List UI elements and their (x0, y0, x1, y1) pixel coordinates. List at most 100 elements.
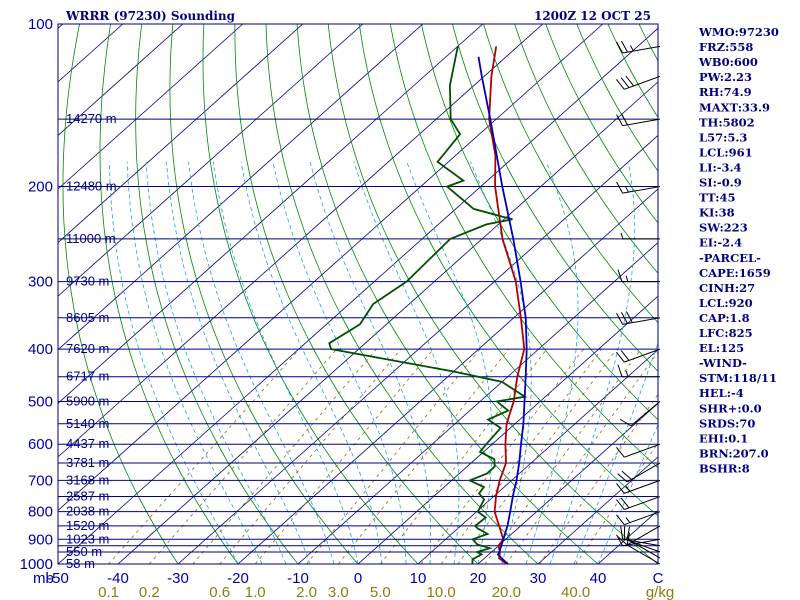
height-label: 5140 m (66, 416, 109, 431)
height-label: 4437 m (66, 436, 109, 451)
mixing-ratio-label: 20.0 (492, 584, 521, 600)
pressure-unit-label: mb (33, 570, 54, 587)
mixing-ratio-label: 0.1 (98, 584, 119, 600)
pressure-label: 700 (28, 472, 53, 489)
height-label: 6717 m (66, 369, 109, 384)
temperature-labels: mb-50 -40 -30 -20 -10 0 10 20 30 40 C (33, 570, 664, 587)
wind-barb-half (629, 45, 634, 52)
isotherm-line (237, 188, 658, 564)
wind-barb (616, 443, 661, 458)
profile-lines (328, 46, 528, 564)
wind-barb-flag (616, 483, 625, 494)
isotherm-line (177, 134, 658, 564)
temperature-label: 40 (590, 570, 607, 587)
dry-adiabat-line (234, 24, 479, 564)
parcel-line (477, 56, 528, 564)
mixing-ratio-line (148, 348, 338, 564)
wind-barb (616, 511, 661, 526)
dry-adiabat-line (483, 24, 658, 324)
mixing-ratio-line (192, 348, 377, 564)
mixing-ratio-unit: g/kg (646, 584, 674, 600)
index-value: -PARCEL- (699, 251, 761, 265)
wind-barb-staff (624, 443, 661, 458)
wind-barb-flag (617, 364, 623, 377)
dry-adiabat-line (545, 24, 658, 224)
mixing-ratio-label: 0.2 (139, 584, 160, 600)
isotherm-line (297, 242, 658, 564)
dry-adiabat-line (296, 24, 599, 564)
wind-barb (617, 269, 660, 283)
moist-adiabat-line (188, 161, 335, 564)
dry-adiabat-line (265, 24, 539, 564)
temperature-label: 0 (354, 570, 362, 587)
wind-barb-staff (630, 401, 661, 427)
wind-barb (616, 348, 661, 363)
moist-adiabat-line (309, 161, 432, 564)
mixing-ratio-label: 40.0 (561, 584, 590, 600)
wind-barb-staff (622, 118, 661, 127)
wind-barb-flag (621, 312, 628, 324)
index-value: FRZ:558 (699, 40, 753, 54)
moist-adiabat-line (597, 423, 658, 564)
height-label: 1520 m (66, 518, 109, 533)
wind-barb-staff (626, 462, 661, 483)
isotherm-line (58, 24, 544, 458)
wind-barb-staff (624, 538, 661, 553)
wind-barb-flag (617, 269, 623, 282)
mixing-ratio-label: 10.0 (427, 584, 456, 600)
wind-barb-half (625, 186, 629, 193)
wind-barb (623, 526, 661, 553)
wind-barb-flag (625, 75, 635, 87)
index-value: LFC:825 (699, 326, 753, 340)
isotherm-line (477, 402, 658, 564)
height-label: 3168 m (66, 472, 109, 487)
moist-adiabat-line (126, 161, 263, 564)
temperature-label: -50 (47, 570, 69, 587)
wind-barb-flag (621, 113, 628, 126)
mixing-ratio-line (457, 348, 617, 564)
wind-barb-staff (624, 479, 661, 494)
height-label: 58 m (66, 556, 95, 571)
wind-barb-flag (616, 114, 624, 126)
dry-adiabat-line (169, 24, 359, 564)
wind-barb-half (625, 517, 631, 523)
wind-barb-flag (621, 470, 632, 480)
dewpoint-line (328, 46, 528, 564)
mixing-ratio-labels: 0.1 0.2 0.6 1.0 2.0 3.0 5.0 10.0 20.0 40.0 g/kg (98, 584, 674, 600)
temperature-label: -10 (287, 570, 309, 587)
height-label: 1023 m (66, 531, 109, 546)
isotherm-line (0, 24, 3, 564)
moist-adiabat-line (525, 161, 579, 564)
moist-adiabat-line (406, 161, 493, 564)
wind-barb-flag (620, 77, 630, 88)
height-label: 3781 m (66, 455, 109, 470)
mixing-ratio-line (219, 348, 402, 564)
index-value: PW:2.23 (699, 70, 752, 84)
height-label: 9730 m (66, 274, 109, 289)
wind-barb (616, 113, 661, 127)
index-value: CAPE:1659 (699, 266, 771, 280)
moist-adiabat-line (240, 161, 383, 564)
wind-barb-flag (616, 181, 624, 194)
index-value: -WIND- (699, 356, 747, 370)
dry-adiabat-line (62, 24, 179, 564)
pressure-label: 200 (28, 179, 53, 196)
index-value: KI:38 (699, 206, 735, 220)
wind-barb-staff (624, 348, 661, 363)
wind-barb-staff (626, 525, 661, 546)
pressure-label: 500 (28, 393, 53, 410)
wind-barb-half (627, 537, 633, 543)
wind-barb-flag (626, 526, 631, 540)
pressure-label: 100 (28, 16, 53, 33)
chart-title: WRRR (97230) Sounding (65, 9, 236, 23)
wind-barb-half (625, 370, 629, 377)
index-value: TH:5802 (699, 115, 755, 129)
index-value: SI:-0.9 (699, 176, 742, 190)
wind-barb-flag (621, 40, 628, 53)
isotherm-line (417, 349, 658, 564)
temperature-label: 10 (410, 570, 427, 587)
isotherm-line (58, 24, 424, 351)
index-value: LI:-3.4 (699, 160, 742, 174)
pressure-label: 1000 (20, 556, 53, 573)
temperature-line (488, 46, 526, 564)
